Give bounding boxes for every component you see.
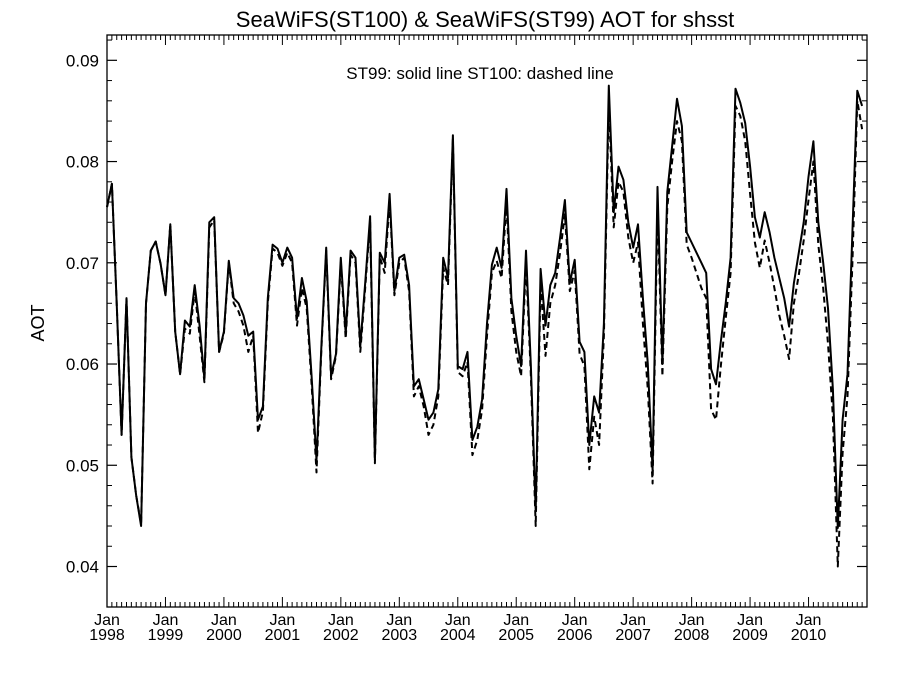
x-tick-label-year: 2001 bbox=[265, 627, 301, 644]
x-tick-label-month: Jan bbox=[269, 612, 295, 629]
x-tick-label-year: 2007 bbox=[615, 627, 651, 644]
y-tick-label: 0.07 bbox=[66, 254, 99, 273]
x-tick-label-month: Jan bbox=[737, 612, 763, 629]
x-tick-label-year: 2005 bbox=[498, 627, 534, 644]
x-tick-label-month: Jan bbox=[211, 612, 237, 629]
y-tick-label: 0.05 bbox=[66, 456, 99, 475]
x-tick-label-year: 2010 bbox=[791, 627, 827, 644]
x-tick-label-month: Jan bbox=[386, 612, 412, 629]
x-tick-label-month: Jan bbox=[796, 612, 822, 629]
x-tick-label-month: Jan bbox=[94, 612, 120, 629]
series-line-st99 bbox=[106, 84, 864, 529]
x-tick-label-year: 2008 bbox=[674, 627, 710, 644]
y-tick-label: 0.04 bbox=[66, 558, 99, 577]
y-tick-label: 0.09 bbox=[66, 51, 99, 70]
x-tick-label-month: Jan bbox=[328, 612, 354, 629]
x-tick-label-year: 1998 bbox=[89, 627, 125, 644]
x-tick-label-year: 2009 bbox=[732, 627, 768, 644]
x-tick-label-year: 2002 bbox=[323, 627, 359, 644]
chart-annotation: ST99: solid line ST100: dashed line bbox=[346, 64, 613, 83]
x-tick-label-year: 2006 bbox=[557, 627, 593, 644]
x-tick-label-year: 1999 bbox=[148, 627, 184, 644]
x-tick-label-year: 2000 bbox=[206, 627, 242, 644]
series-group bbox=[106, 84, 864, 568]
x-tick-label-month: Jan bbox=[445, 612, 471, 629]
x-axis: Jan1998Jan1999Jan2000Jan2001Jan2002Jan20… bbox=[89, 35, 868, 644]
chart-title: SeaWiFS(ST100) & SeaWiFS(ST99) AOT for s… bbox=[236, 7, 734, 32]
y-tick-label: 0.06 bbox=[66, 355, 99, 374]
y-axis-label: AOT bbox=[28, 304, 48, 341]
x-tick-label-month: Jan bbox=[620, 612, 646, 629]
x-tick-label-month: Jan bbox=[503, 612, 529, 629]
series-line-st100 bbox=[106, 99, 864, 568]
x-tick-label-year: 2003 bbox=[382, 627, 418, 644]
y-tick-label: 0.08 bbox=[66, 153, 99, 172]
x-tick-label-month: Jan bbox=[562, 612, 588, 629]
x-tick-label-month: Jan bbox=[679, 612, 705, 629]
x-tick-label-year: 2004 bbox=[440, 627, 476, 644]
y-axis: 0.04 0.05 0.06 0.07 0.08 0.09 bbox=[66, 39, 867, 577]
x-tick-label-month: Jan bbox=[153, 612, 179, 629]
